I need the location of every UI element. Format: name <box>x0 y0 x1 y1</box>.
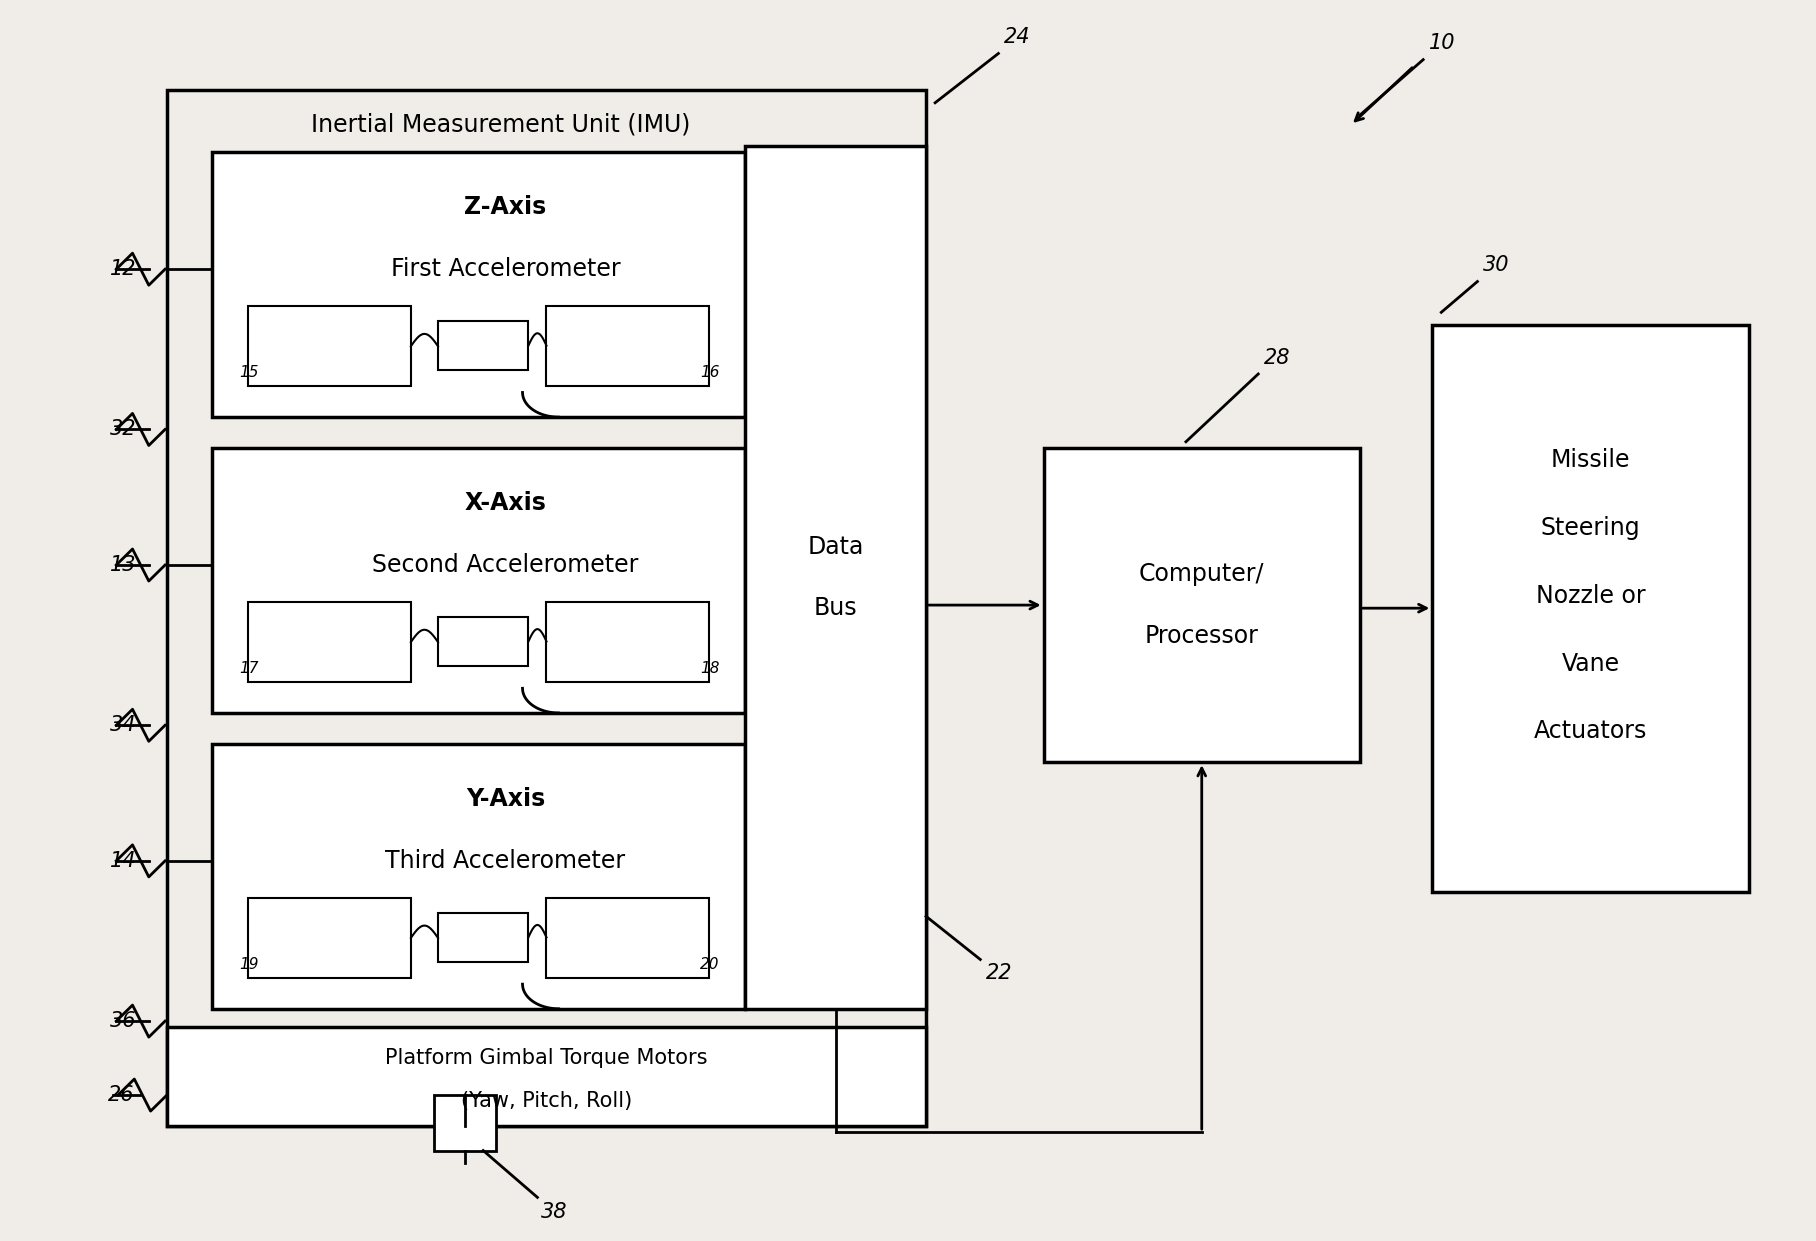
Text: Y-Axis: Y-Axis <box>465 787 545 810</box>
Text: Third Accelerometer: Third Accelerometer <box>385 849 625 872</box>
Text: 16: 16 <box>701 365 719 380</box>
Bar <box>167 1028 926 1126</box>
Text: 10: 10 <box>1429 34 1455 53</box>
Text: (Yaw, Pitch, Roll): (Yaw, Pitch, Roll) <box>461 1091 632 1111</box>
Text: 13: 13 <box>109 555 136 575</box>
Text: 30: 30 <box>1484 256 1509 276</box>
Text: Computer/: Computer/ <box>1139 562 1264 586</box>
Text: 24: 24 <box>1004 27 1030 47</box>
Text: X-Axis: X-Axis <box>465 491 547 515</box>
Bar <box>167 91 926 1126</box>
Bar <box>547 307 710 386</box>
Text: 15: 15 <box>240 365 258 380</box>
Text: Inertial Measurement Unit (IMU): Inertial Measurement Unit (IMU) <box>311 113 690 137</box>
Text: Platform Gimbal Torque Motors: Platform Gimbal Torque Motors <box>385 1049 708 1069</box>
Text: 36: 36 <box>109 1011 136 1031</box>
Text: 28: 28 <box>1264 347 1289 367</box>
Bar <box>438 912 528 962</box>
Bar <box>547 897 710 978</box>
Bar <box>212 448 745 712</box>
Text: First Accelerometer: First Accelerometer <box>390 257 619 280</box>
Bar <box>438 617 528 666</box>
Text: Steering: Steering <box>1540 516 1640 540</box>
Bar <box>249 307 410 386</box>
Text: 32: 32 <box>109 419 136 439</box>
Bar <box>438 321 528 370</box>
Text: 18: 18 <box>701 661 719 676</box>
Text: 38: 38 <box>541 1203 568 1222</box>
Text: 26: 26 <box>107 1085 134 1104</box>
Bar <box>249 602 410 683</box>
Text: Actuators: Actuators <box>1535 720 1647 743</box>
Text: 19: 19 <box>240 957 258 972</box>
Text: 17: 17 <box>240 661 258 676</box>
Text: Missile: Missile <box>1551 448 1631 473</box>
Text: 22: 22 <box>986 963 1012 983</box>
Bar <box>1044 448 1360 762</box>
Text: Nozzle or: Nozzle or <box>1536 583 1645 608</box>
Bar <box>434 1095 496 1150</box>
Text: 34: 34 <box>109 715 136 735</box>
Bar <box>249 897 410 978</box>
Text: 12: 12 <box>109 259 136 279</box>
Text: Z-Axis: Z-Axis <box>465 195 547 220</box>
Bar <box>547 602 710 683</box>
Text: Processor: Processor <box>1144 624 1258 648</box>
Text: Data: Data <box>808 535 864 558</box>
Text: 20: 20 <box>701 957 719 972</box>
Bar <box>212 743 745 1009</box>
Text: Second Accelerometer: Second Accelerometer <box>372 552 639 577</box>
Bar <box>1433 325 1749 892</box>
Text: Bus: Bus <box>814 596 857 620</box>
Bar <box>212 153 745 417</box>
Text: 14: 14 <box>109 851 136 871</box>
Bar <box>745 146 926 1009</box>
Text: Vane: Vane <box>1562 652 1620 675</box>
